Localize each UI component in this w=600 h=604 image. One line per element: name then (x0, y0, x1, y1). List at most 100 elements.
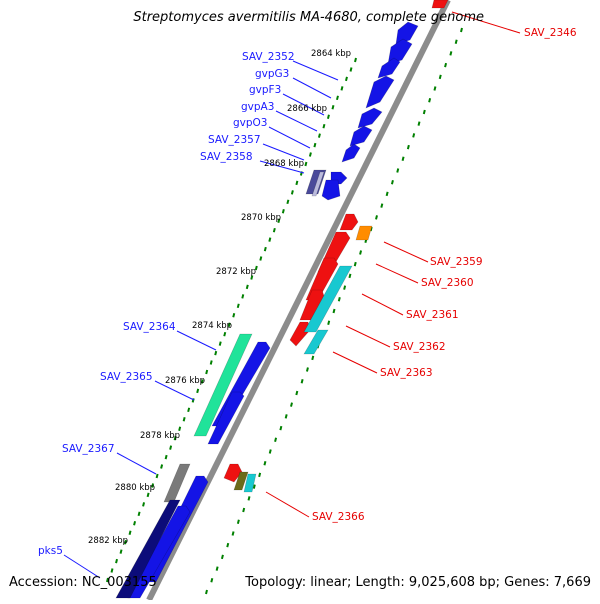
scale-tick (326, 114, 330, 119)
scale-tick (241, 294, 245, 299)
scale-tick (308, 152, 312, 157)
gene-block-cyan (243, 473, 257, 493)
scale-tick (335, 95, 339, 101)
gene-block-red (339, 213, 359, 231)
scale-tick (182, 417, 186, 422)
strand-tick (454, 39, 458, 44)
scale-tick (124, 539, 128, 545)
gene-label-left[interactable]: pks5 (38, 545, 63, 557)
scale-label: 2874 kbp (192, 321, 232, 331)
strand-tick (268, 449, 272, 454)
gene-block-blue (395, 21, 419, 45)
gene-label-left[interactable]: gvpF3 (249, 84, 281, 96)
scale-tick (304, 161, 308, 167)
gene-block-cyan (303, 329, 329, 355)
gene-label-right[interactable]: SAV_2366 (312, 511, 365, 523)
strand-tick (290, 402, 293, 407)
label-leader (116, 452, 157, 475)
strand-tick (412, 133, 416, 138)
strand-tick (380, 203, 384, 208)
gene-label-left[interactable]: SAV_2367 (62, 443, 115, 455)
gene-block-navy (115, 499, 181, 599)
strand-tick (406, 144, 410, 150)
strand-tick (236, 519, 240, 524)
scale-tick (169, 445, 173, 450)
genes (115, 0, 449, 599)
scale-tick (164, 454, 168, 460)
gene-label-left[interactable]: SAV_2352 (242, 51, 295, 63)
gene-block-blue (349, 125, 373, 147)
accession-text: Accession: NC_003155 (9, 575, 157, 590)
scale-label: 2870 kbp (241, 213, 281, 223)
scale-tick (322, 123, 326, 129)
gene-label-left[interactable]: SAV_2365 (100, 371, 153, 383)
scale-labels: 2864 kbp 2866 kbp 2868 kbp 2870 kbp 2872 kbp… (88, 49, 351, 546)
label-leader (361, 293, 404, 316)
genome-summary-text: Topology: linear; Length: 9,025,608 bp; … (245, 575, 591, 590)
scale-tick (205, 369, 209, 375)
label-leader (292, 60, 339, 81)
gene-label-right[interactable]: SAV_2363 (380, 367, 433, 379)
gene-label-right[interactable]: SAV_2361 (406, 309, 459, 321)
gene-label-left[interactable]: gvpA3 (241, 101, 274, 113)
gene-label-right[interactable]: SAV_2360 (421, 277, 474, 289)
scale-tick (272, 227, 276, 233)
scale-tick (245, 284, 249, 290)
scale-tick (173, 435, 177, 441)
strand-tick (279, 425, 283, 431)
label-leader (383, 241, 429, 263)
strand-tick (343, 285, 347, 290)
strand-tick (375, 215, 378, 220)
scale-label: 2866 kbp (287, 104, 327, 114)
label-leader (268, 126, 311, 149)
strand-tick (460, 27, 463, 33)
scale-tick (317, 133, 321, 138)
scale-tick (137, 511, 141, 517)
scale-tick (155, 473, 159, 479)
scale-tick (115, 558, 118, 564)
gene-label-left[interactable]: gvpO3 (233, 117, 268, 129)
strand-tick (433, 86, 437, 91)
scale-tick (110, 568, 114, 573)
scale-tick (286, 199, 290, 205)
strand-tick (327, 320, 331, 325)
gene-block-red (289, 321, 311, 347)
gene-label-right[interactable]: SAV_2359 (430, 256, 483, 268)
gene-label-left[interactable]: SAV_2358 (200, 151, 253, 163)
scale-tick (263, 246, 267, 252)
label-leader (154, 380, 195, 401)
gene-block-green (193, 333, 253, 437)
gene-block-olive (233, 471, 249, 491)
label-leader (375, 263, 419, 284)
gene-label-left[interactable]: SAV_2364 (123, 321, 176, 333)
scale-tick (295, 180, 299, 186)
scale-label: 2880 kbp (115, 483, 155, 493)
gene-label-right[interactable]: SAV_2346 (524, 27, 577, 39)
scale-tick (254, 265, 258, 271)
label-leader (282, 93, 325, 116)
gene-label-left[interactable]: gvpG3 (255, 68, 289, 80)
scale-tick (119, 549, 123, 554)
strand-tick (353, 261, 357, 267)
strand-tick (311, 355, 315, 361)
strand-tick (369, 226, 373, 232)
gene-label-left[interactable]: SAV_2357 (208, 134, 261, 146)
scale-tick (227, 322, 231, 327)
gene-block-blue (365, 75, 395, 109)
scale-label: 2876 kbp (165, 376, 205, 386)
scale-label: 2872 kbp (216, 267, 256, 277)
scale-tick (218, 341, 222, 346)
gene-label-right[interactable]: SAV_2362 (393, 341, 446, 353)
label-leader (292, 77, 332, 99)
strand-tick (220, 554, 224, 560)
strand-tick (231, 531, 235, 536)
gene-labels: SAV_2352 gvpG3 gvpF3 gvpA3 gvpO3 SAV_2357 SAV_… (38, 27, 577, 557)
scale-tick (151, 483, 155, 488)
strand-tick (428, 98, 432, 103)
scale-tick (142, 502, 146, 507)
strand-tick (252, 484, 256, 489)
gene-block-red (431, 0, 449, 9)
scale-tick (277, 218, 281, 223)
gene-block-blue (321, 179, 341, 201)
